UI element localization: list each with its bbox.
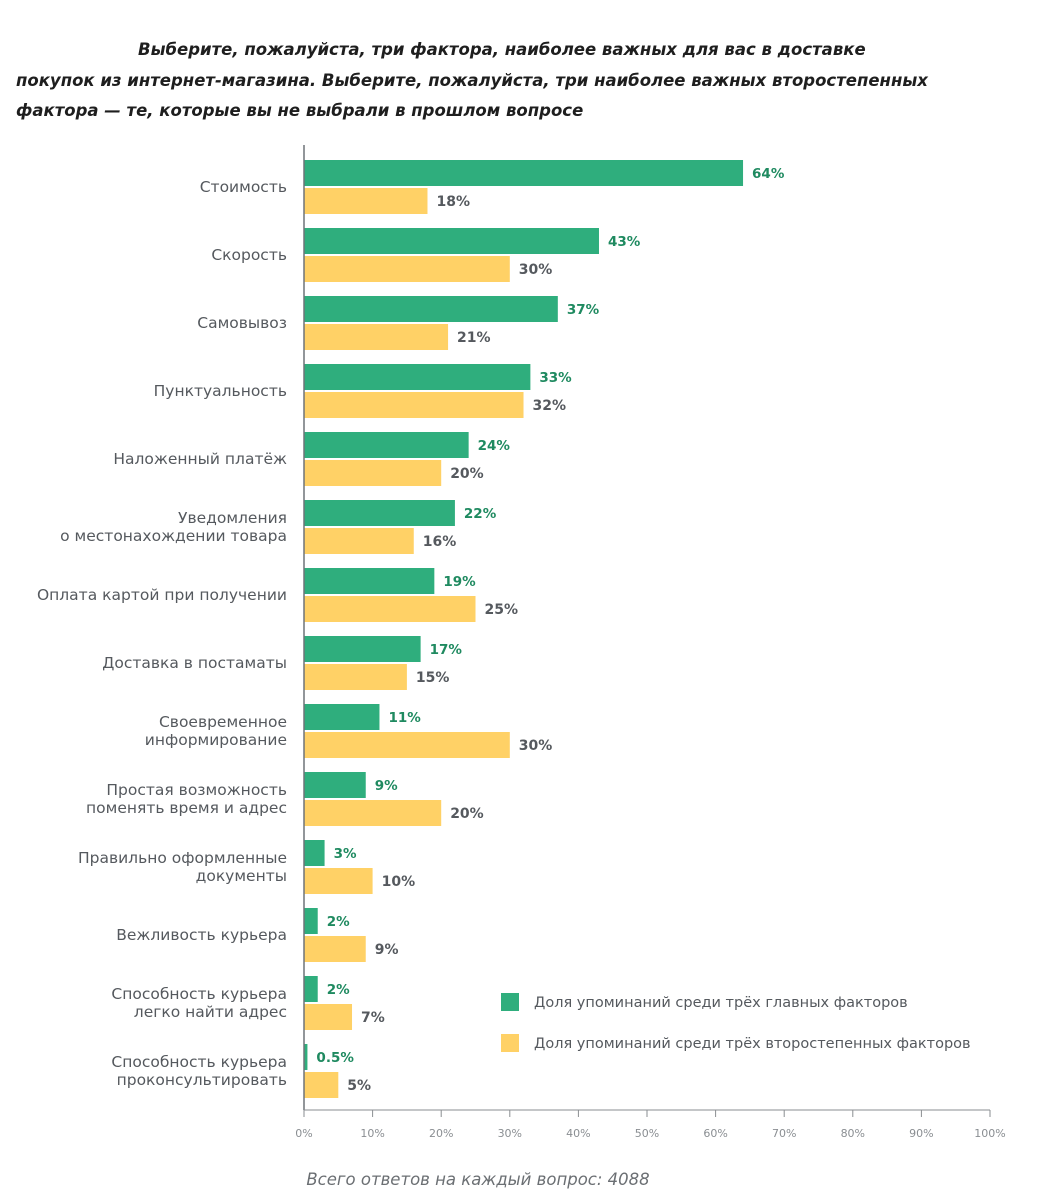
bar-primary: [304, 160, 744, 186]
value-label-primary: 2%: [327, 914, 350, 930]
bar-primary: [304, 228, 599, 254]
bar-primary: [304, 568, 435, 594]
category-label: Своевременное информирование: [145, 713, 287, 749]
category-label: Скорость: [211, 246, 287, 264]
legend-swatch-secondary: [501, 1034, 519, 1052]
value-label-secondary: 9%: [375, 942, 399, 958]
value-label-secondary: 30%: [519, 262, 553, 278]
category-label: Оплата картой при получении: [37, 586, 287, 604]
value-label-secondary: 10%: [382, 874, 416, 890]
value-label-primary: 2%: [327, 982, 350, 998]
value-label-secondary: 16%: [423, 534, 457, 550]
bar-primary: [304, 772, 366, 798]
x-tick-label: 50%: [635, 1127, 659, 1140]
x-axis: 0% 10% 20% 30% 40% 50% 60% 70% 80% 90% 100%: [295, 145, 1006, 1140]
x-tick-label: 60%: [703, 1127, 727, 1140]
value-label-primary: 43%: [608, 234, 641, 250]
category-label: Уведомления о местонахождении товара: [60, 509, 287, 545]
bar-primary: [304, 500, 455, 526]
category-label: Вежливость курьера: [116, 926, 287, 944]
x-tick-label: 80%: [841, 1127, 865, 1140]
value-label-secondary: 15%: [416, 670, 450, 686]
bar-primary: [304, 296, 558, 322]
bar-secondary: [304, 596, 476, 622]
category-label: Наложенный платёж: [113, 450, 287, 468]
value-label-secondary: 18%: [436, 194, 470, 210]
category-label: Пунктуальность: [154, 382, 287, 400]
category-label: Простая возможность поменять время и адре…: [86, 781, 287, 817]
category-label: Способность курьера легко найти адрес: [111, 985, 287, 1021]
chart-title-line-2: покупок из интернет-магазина. Выберите, …: [16, 71, 928, 90]
value-label-primary: 3%: [334, 846, 357, 862]
value-label-primary: 33%: [539, 370, 572, 386]
bar-secondary: [304, 1072, 339, 1098]
value-label-secondary: 7%: [361, 1010, 385, 1026]
x-tick-label: 20%: [429, 1127, 453, 1140]
bar-secondary: [304, 256, 510, 282]
legend-label-secondary: Доля упоминаний среди трёх второстепенны…: [534, 1036, 971, 1052]
bars-layer: 64% 18% 43% 30% 37% 21% 33% 32% 24% 20% 22% 16% 19% 2…: [304, 160, 785, 1098]
bar-secondary: [304, 460, 442, 486]
x-tick-label: 10%: [360, 1127, 384, 1140]
x-tick-label: 100%: [974, 1127, 1005, 1140]
value-label-primary: 9%: [375, 778, 398, 794]
value-label-primary: 37%: [567, 302, 600, 318]
bar-secondary: [304, 188, 428, 214]
bar-primary: [304, 704, 380, 730]
x-tick-label: 70%: [772, 1127, 796, 1140]
value-label-secondary: 32%: [533, 398, 567, 414]
legend: Доля упоминаний среди трёх главных факто…: [501, 993, 971, 1052]
bar-secondary: [304, 324, 449, 350]
legend-swatch-primary: [501, 993, 519, 1011]
bar-secondary: [304, 800, 442, 826]
value-label-primary: 24%: [478, 438, 511, 454]
x-tick-label: 90%: [909, 1127, 933, 1140]
bar-primary: [304, 840, 325, 866]
bar-secondary: [304, 936, 366, 962]
value-label-secondary: 25%: [485, 602, 519, 618]
category-label: Самовывоз: [197, 314, 287, 332]
category-label: Способность курьера проконсультировать: [111, 1053, 287, 1089]
category-label: Стоимость: [200, 178, 287, 196]
value-label-primary: 11%: [388, 710, 421, 726]
category-label: Правильно оформленные документы: [78, 849, 287, 885]
bar-secondary: [304, 664, 407, 690]
bar-primary: [304, 908, 318, 934]
bar-chart: 64% 18% 43% 30% 37% 21% 33% 32% 24% 20% 22% 16% 19% 2…: [37, 145, 1006, 1140]
legend-label-primary: Доля упоминаний среди трёх главных факто…: [534, 995, 908, 1011]
footer-total-responses: Всего ответов на каждый вопрос: 4088: [306, 1170, 650, 1189]
bar-primary: [304, 976, 318, 1002]
value-label-secondary: 20%: [450, 806, 484, 822]
value-label-primary: 17%: [430, 642, 463, 658]
value-label-primary: 19%: [443, 574, 476, 590]
bar-primary: [304, 432, 469, 458]
bar-secondary: [304, 392, 524, 418]
chart-title-line-3: фактора — те, которые вы не выбрали в пр…: [16, 101, 584, 120]
x-tick-label: 30%: [498, 1127, 522, 1140]
bar-primary: [304, 364, 531, 390]
bar-primary: [304, 1044, 308, 1070]
value-label-secondary: 21%: [457, 330, 491, 346]
value-label-primary: 64%: [752, 166, 785, 182]
value-label-secondary: 5%: [347, 1078, 371, 1094]
value-label-primary: 0.5%: [316, 1050, 354, 1066]
x-tick-label: 40%: [566, 1127, 590, 1140]
bar-secondary: [304, 1004, 353, 1030]
value-label-secondary: 30%: [519, 738, 553, 754]
x-tick-label: 0%: [295, 1127, 312, 1140]
bar-secondary: [304, 732, 510, 758]
bar-primary: [304, 636, 421, 662]
category-labels: Стоимость Скорость Самовывоз Пунктуальность…: [37, 178, 287, 1089]
bar-secondary: [304, 528, 414, 554]
chart-title-line-1: Выберите, пожалуйста, три фактора, наибо…: [138, 40, 866, 59]
category-label: Доставка в постаматы: [102, 654, 287, 672]
value-label-secondary: 20%: [450, 466, 484, 482]
bar-secondary: [304, 868, 373, 894]
value-label-primary: 22%: [464, 506, 497, 522]
